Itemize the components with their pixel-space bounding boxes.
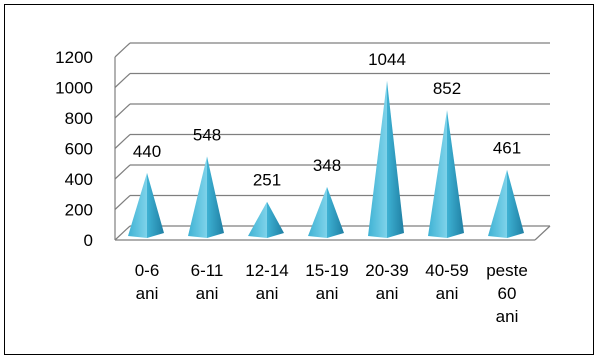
y-axis-ticks: 0 200 400 600 800 1000 1200 (55, 48, 93, 250)
gridline-depth (114, 103, 131, 119)
pyramid-face-left (188, 156, 207, 238)
x-tick-label: ani (376, 284, 399, 303)
x-tick-label: ani (136, 284, 159, 303)
pyramid-face-right (267, 201, 284, 238)
data-label: 440 (133, 142, 161, 161)
y-tick-label: 600 (65, 140, 93, 159)
gridline-depth (114, 225, 131, 241)
data-label: 852 (433, 79, 461, 98)
x-axis-ticks: 0-6 ani 6-11 ani 12-14 ani 15-19 ani 20-39 ani 40-… (135, 261, 528, 326)
y-tick-label: 0 (84, 231, 93, 250)
pyramid-face-left (428, 110, 447, 238)
x-tick-label: 40-59 (425, 261, 468, 280)
pyramid-face-right (447, 110, 464, 238)
x-tick-label: ani (436, 284, 459, 303)
pyramid-face-left (248, 201, 267, 238)
y-tick-label: 1000 (55, 79, 93, 98)
x-tick-label: 20-39 (365, 261, 408, 280)
pyramid-face-right (327, 186, 344, 238)
y-tick-label: 200 (65, 201, 93, 220)
pyramid-face-right (207, 156, 224, 238)
x-tick-label: ani (196, 284, 219, 303)
y-tick-label: 400 (65, 170, 93, 189)
gridline-depth (114, 134, 131, 149)
x-tick-label: peste (486, 261, 528, 280)
pyramids (128, 80, 524, 238)
gridline-depth (114, 42, 131, 58)
x-tick-label: 15-19 (305, 261, 348, 280)
gridline-depth (114, 164, 131, 180)
data-label: 548 (193, 125, 221, 144)
data-labels: 440 548 251 348 1044 852 461 (133, 50, 521, 190)
floor-right-edge (534, 225, 551, 241)
pyramid-face-right (507, 169, 524, 238)
y-tick-label: 800 (65, 109, 93, 128)
data-label: 461 (493, 139, 521, 158)
data-label: 348 (313, 156, 341, 175)
chart-frame (4, 4, 594, 355)
pyramid-face-left (488, 169, 507, 238)
pyramid-face-right (147, 172, 164, 238)
x-tick-label: 60 (498, 284, 517, 303)
y-tick-label: 1200 (55, 48, 93, 67)
x-tick-label: ani (316, 284, 339, 303)
pyramid-face-left (368, 80, 387, 238)
x-tick-label: ani (496, 307, 519, 326)
data-label: 251 (253, 171, 281, 190)
gridline-depth (114, 195, 131, 210)
x-tick-label: 6-11 (191, 261, 224, 280)
data-label: 1044 (368, 50, 406, 69)
x-tick-label: 12-14 (245, 261, 288, 280)
pyramid-face-right (387, 80, 404, 238)
x-tick-label: ani (256, 284, 279, 303)
x-tick-label: 0-6 (135, 261, 160, 280)
pyramid-face-left (128, 172, 147, 238)
pyramid-face-left (308, 186, 327, 238)
gridline-depth (114, 73, 131, 88)
